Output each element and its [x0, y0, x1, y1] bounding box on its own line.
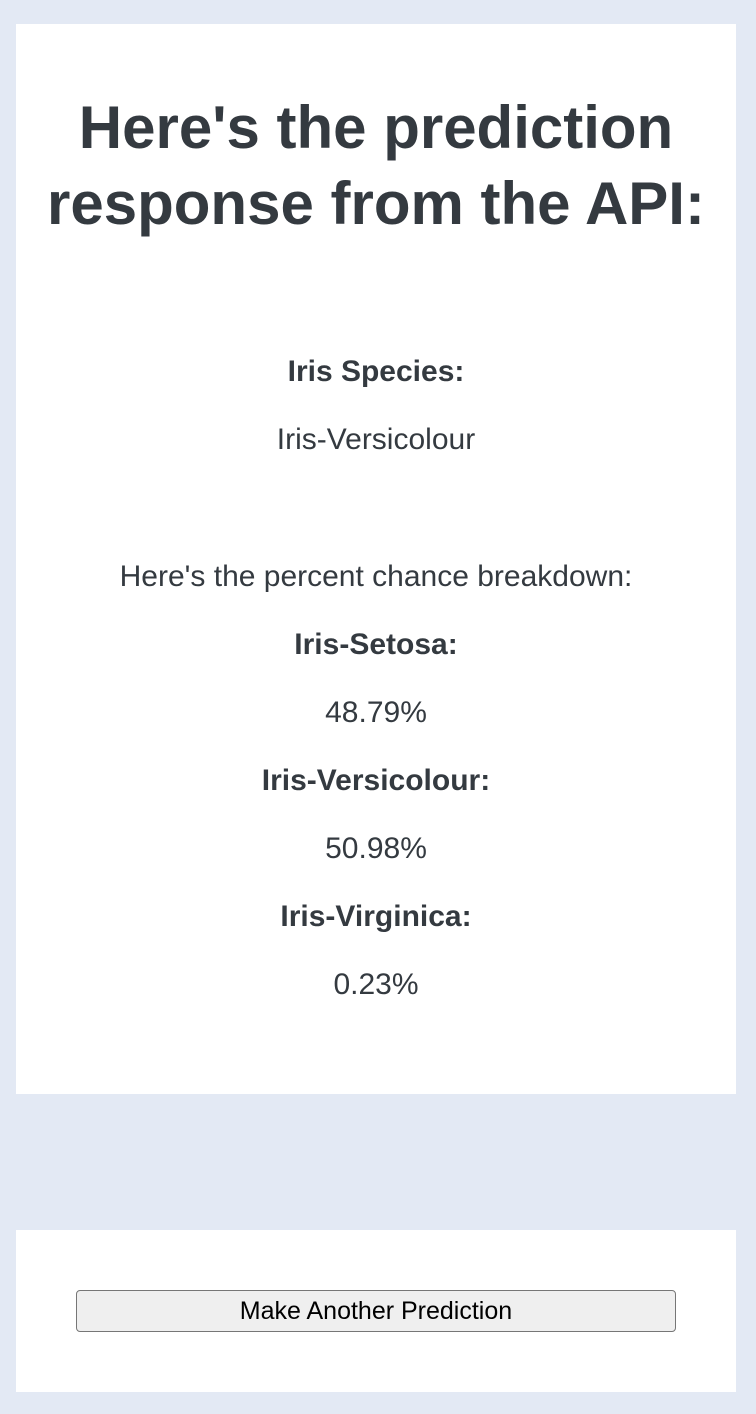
prediction-result-card: Here's the prediction response from the … [16, 24, 736, 1094]
make-another-prediction-button[interactable]: Make Another Prediction [76, 1290, 676, 1332]
action-card: Make Another Prediction [16, 1230, 736, 1392]
versicolour-label: Iris-Versicolour: [261, 764, 491, 797]
species-label: Iris Species: [287, 355, 465, 388]
virginica-value: 0.23% [333, 968, 419, 1001]
setosa-value: 48.79% [325, 696, 427, 729]
page-title: Here's the prediction response from the … [47, 94, 705, 237]
setosa-label: Iris-Setosa: [294, 628, 458, 661]
breakdown-intro: Here's the percent chance breakdown: [119, 560, 633, 593]
versicolour-value: 50.98% [325, 832, 427, 865]
species-value: Iris-Versicolour [276, 423, 476, 456]
virginica-label: Iris-Virginica: [280, 900, 472, 933]
